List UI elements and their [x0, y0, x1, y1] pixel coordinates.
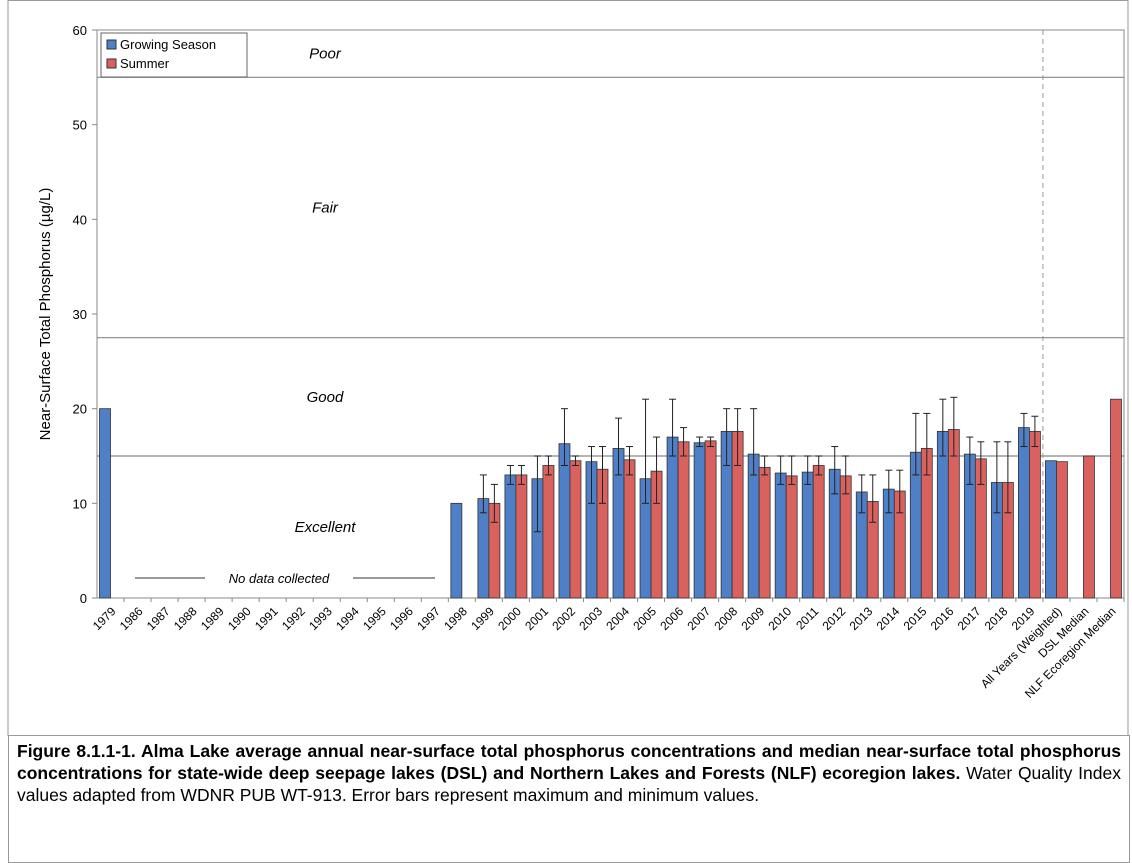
error-bar [912, 412, 920, 476]
error-bar [517, 464, 525, 485]
error-bar [707, 436, 715, 448]
error-bar [1020, 412, 1028, 448]
bar [801, 471, 814, 599]
legend-label: Summer [120, 56, 170, 71]
error-bar [533, 455, 541, 533]
zone-label: Good [307, 389, 344, 406]
y-tick-label: 10 [73, 496, 87, 511]
y-tick-label: 50 [73, 118, 87, 133]
error-bar [966, 436, 974, 485]
error-bar [626, 446, 634, 476]
error-bar [571, 455, 579, 466]
bar [1018, 427, 1030, 599]
bar [1029, 430, 1041, 599]
bar [569, 460, 582, 599]
error-bar [669, 398, 677, 457]
error-bar [761, 455, 769, 476]
error-bar [993, 441, 1001, 514]
y-tick-label: 30 [73, 307, 87, 322]
error-bar [750, 408, 758, 476]
y-tick-label: 0 [80, 591, 87, 606]
error-bar [734, 408, 742, 466]
bar [450, 502, 463, 599]
error-bar [560, 408, 568, 466]
error-bar [587, 446, 595, 504]
bar [99, 408, 111, 599]
bar [515, 474, 528, 599]
caption: Figure 8.1.1-1. Alma Lake average annual… [8, 735, 1130, 863]
error-bar [680, 427, 688, 457]
bar [785, 475, 798, 599]
error-bar [777, 455, 785, 485]
error-bar [642, 398, 650, 504]
annotation: No data collected [229, 571, 330, 586]
bar [504, 474, 517, 599]
bar [623, 459, 636, 599]
error-bar [804, 455, 812, 485]
bar [542, 465, 555, 599]
error-bar [977, 441, 985, 485]
bar [704, 440, 717, 599]
error-bar [842, 455, 850, 495]
zone-label: Poor [309, 46, 342, 63]
legend-swatch [106, 58, 117, 69]
bar [693, 442, 706, 599]
bar [666, 436, 679, 599]
y-tick-label: 20 [73, 402, 87, 417]
y-tick-label: 40 [73, 212, 87, 227]
error-bar [896, 469, 904, 514]
bar [774, 472, 787, 599]
bar [1083, 455, 1095, 599]
y-axis-label: Near-Surface Total Phosphorus (µg/L) [37, 188, 54, 441]
error-bar [815, 455, 823, 476]
error-bar [490, 483, 498, 523]
error-bar [950, 396, 958, 457]
error-bar [885, 469, 893, 514]
caption-text: Water Quality Index values adapted from … [17, 763, 1121, 805]
error-bar [1004, 441, 1012, 514]
error-bar [869, 474, 877, 523]
error-bar [653, 436, 661, 504]
legend-swatch [106, 39, 117, 50]
chart: Near-Surface Total Phosphorus (µg/L) 0 10… [7, 0, 1129, 736]
bar [1056, 461, 1068, 599]
error-bar [723, 408, 731, 466]
error-bar [788, 455, 796, 485]
error-bar [598, 446, 606, 504]
bar [812, 465, 825, 599]
bar [758, 466, 771, 599]
error-bar [506, 464, 514, 485]
error-bar [858, 474, 866, 514]
bar [677, 441, 690, 599]
error-bar [831, 446, 839, 495]
legend-box [100, 32, 248, 78]
bar [747, 453, 760, 599]
error-bar [544, 455, 552, 476]
chart-frame [7, 0, 1129, 736]
caption-title: Figure 8.1.1-1. Alma Lake average annual… [17, 741, 1121, 783]
bar [558, 443, 571, 599]
error-bar [923, 412, 931, 476]
error-bar [696, 436, 704, 448]
error-bar [615, 417, 623, 476]
y-tick-label: 60 [73, 23, 87, 38]
zone-label: Fair [312, 200, 339, 217]
legend-label: Growing Season [120, 37, 216, 52]
error-bar [1031, 415, 1039, 448]
zone-label: Excellent [295, 519, 357, 536]
bar [1110, 398, 1122, 599]
error-bar [939, 398, 947, 457]
bar [1045, 460, 1057, 599]
bar [477, 498, 490, 599]
error-bar [479, 474, 487, 514]
